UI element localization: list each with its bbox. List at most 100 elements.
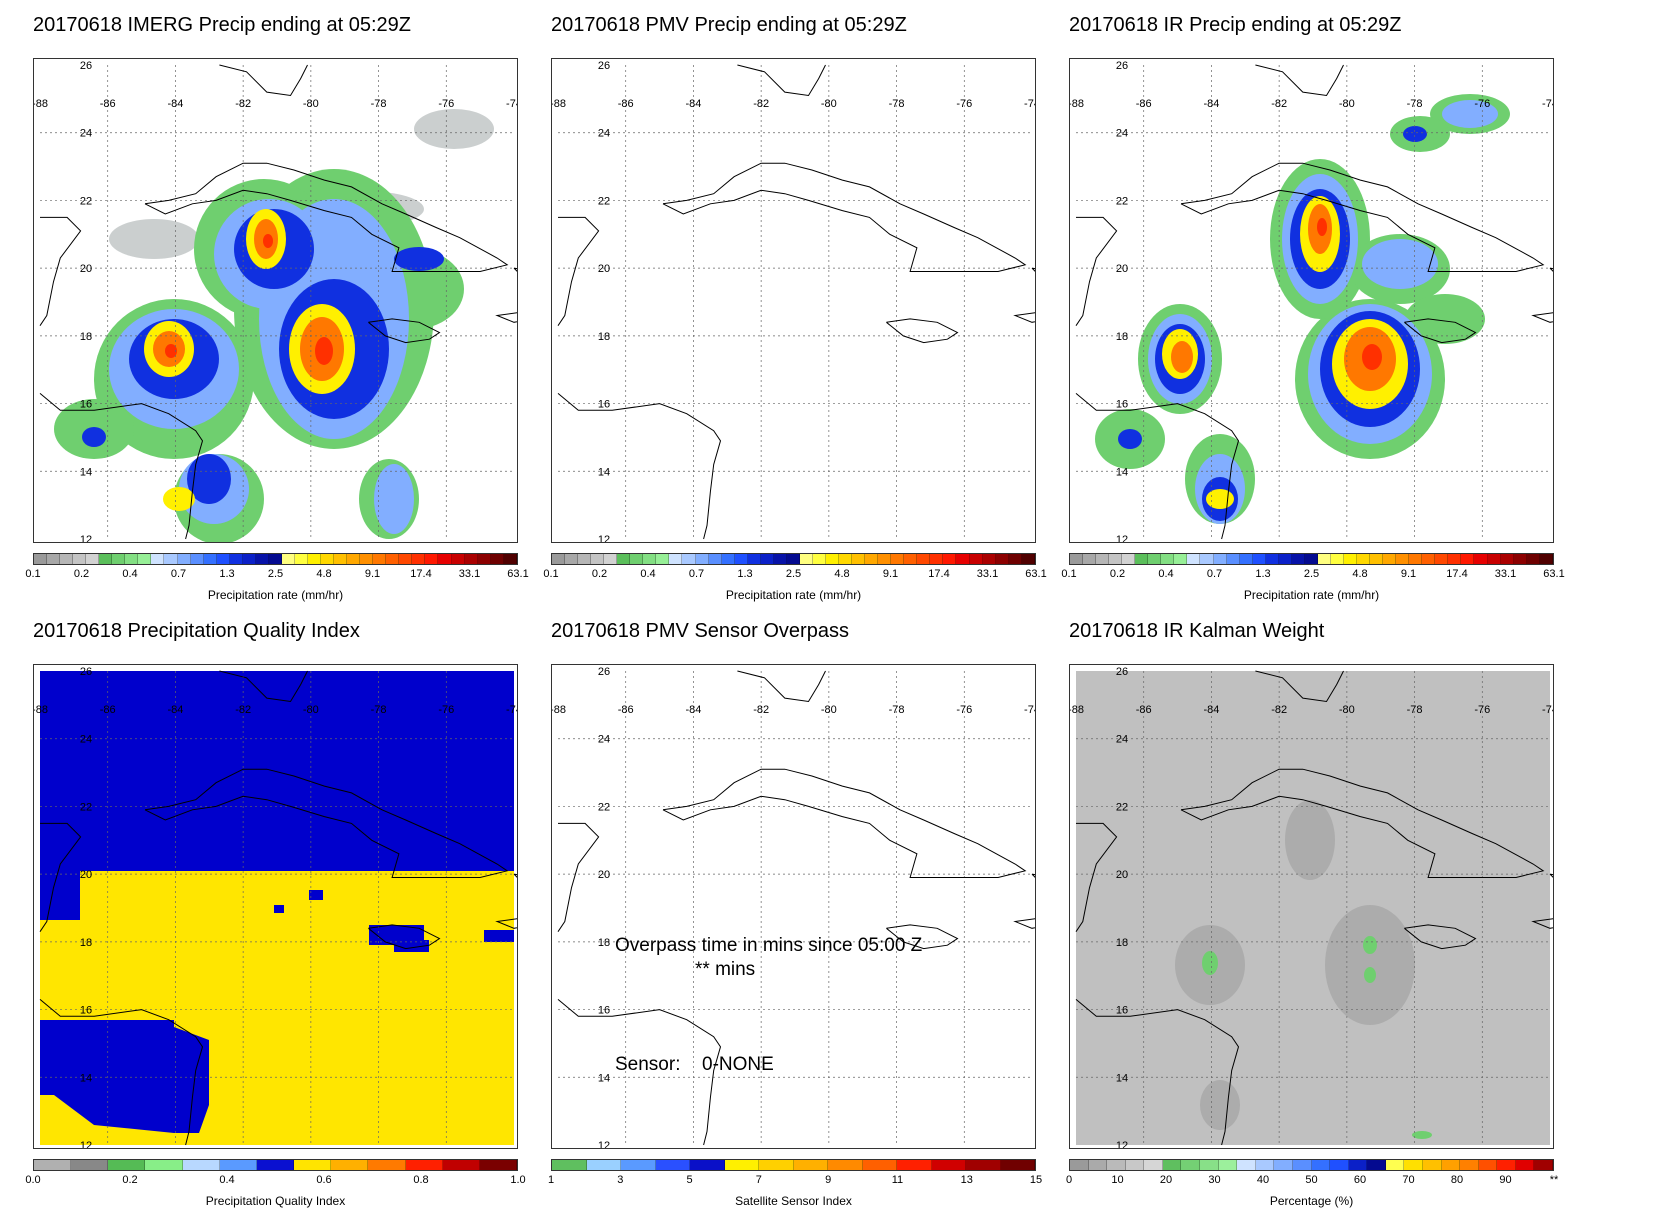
colorbar-swatch [1330,1160,1349,1170]
longitude-label: -74 [1024,98,1036,110]
colorbar-tick-label: 0.7 [688,568,705,580]
colorbar-swatch [347,554,361,564]
latitude-label: 26 [1116,666,1128,678]
panel-quality-index: 20170618 Precipitation Quality Index -88… [0,606,551,1212]
latitude-label: 12 [598,1140,610,1149]
colorbar-label: Precipitation rate (mm/hr) [207,588,344,602]
colorbar-tick-label: 0.4 [219,1174,235,1186]
longitude-label: -82 [1271,704,1287,716]
colorbar-swatch [334,554,348,564]
coastline [39,216,82,326]
colorbar-swatch [793,1160,828,1170]
longitude-label: -86 [1136,704,1152,716]
longitude-label: -82 [753,704,769,716]
colorbar-swatch [878,554,892,564]
colorbar-tick-label: 0 [1065,1174,1073,1186]
panel-title: 20170618 PMV Precip ending at 05:29Z [551,14,907,36]
colorbar-swatch [281,554,295,564]
colorbar-swatch [307,554,322,564]
colorbar-label: Precipitation Quality Index [205,1194,346,1208]
colorbar-ticks: 0.1 0.2 0.4 0.7 1.3 2.5 4.8 9.1 17.4 33.1 63.1 [25,568,528,582]
latitude-label: 14 [1116,466,1128,478]
colorbar-tick-label: 50 [1305,1174,1318,1186]
colorbar-swatch [294,554,308,564]
latitude-label: 12 [80,534,92,543]
coastline [1531,873,1553,929]
map-overlay: -88 -86 -84 -82 -80 -78 -76 -74 26 24 22 20 18 16 14 12 [34,60,517,543]
panel-sensor-overpass: 20170618 PMV Sensor Overpass -88-86-84-8… [518,606,1069,1212]
colorbar-tick-label: 70 [1402,1174,1415,1186]
overpass-text: Overpass time in mins since 05:00 Z [615,935,923,956]
longitude-label: -78 [889,704,905,716]
panel-title: 20170618 IR Kalman Weight [1069,620,1325,642]
longitude-label: -88 [1070,704,1084,716]
colorbar-swatch [1478,1160,1498,1170]
longitude-label: -80 [821,98,837,110]
colorbar-swatch [1162,1160,1182,1170]
colorbar-ticks: 0.0 0.2 0.4 0.6 0.8 1.0 [25,1174,525,1188]
latitude-label: 14 [80,1072,92,1084]
coastline [1531,267,1553,323]
colorbar-swatch [256,1160,295,1170]
colorbar-swatch [1448,554,1462,564]
colorbar-swatch [203,554,217,564]
colorbar [1069,553,1554,565]
colorbar-swatch [1317,554,1331,564]
latitude-label: 18 [598,937,610,949]
colorbar-swatch [1304,554,1318,564]
colorbar-swatch [891,554,905,564]
panel-title: 20170618 Precipitation Quality Index [33,620,360,642]
colorbar-swatch [643,554,657,564]
longitude-label: -84 [167,98,183,110]
colorbar-swatch [1109,554,1123,564]
longitude-label: -76 [438,98,454,110]
colorbar-swatch [34,554,48,564]
colorbar-swatch [1487,554,1501,564]
colorbar-swatch [724,1160,759,1170]
colorbar-swatch [604,554,618,564]
colorbar-tick-label: 4.8 [1352,568,1368,580]
coastline [39,822,82,932]
coastline [1404,924,1477,950]
colorbar-swatch [966,1160,1001,1170]
coastline [39,393,204,540]
longitude-label: -76 [956,704,972,716]
colorbar-swatch [1515,1160,1535,1170]
colorbar-tick-label: 17.4 [1446,568,1468,580]
coastline [557,393,722,540]
colorbar-tick-label: 33.1 [458,568,481,580]
panel-title: 20170618 IR Precip ending at 05:29Z [1069,14,1402,36]
latitude-label: 22 [598,195,610,207]
colorbar-swatch [182,1160,220,1170]
colorbar-swatch [145,1160,183,1170]
coastline [737,670,826,703]
sensor-value: 0-NONE [702,1054,774,1075]
latitude-label: 12 [1116,1140,1128,1149]
colorbar-swatch [360,554,374,564]
longitude-label: -74 [1024,704,1036,716]
colorbar-swatch [1311,1160,1331,1170]
colorbar-swatch [630,554,644,564]
latitude-label: 24 [1116,128,1128,140]
coastline [219,670,308,703]
colorbar-tick-label: 0.6 [316,1174,332,1186]
colorbar-swatch [1200,1160,1219,1170]
colorbar [33,1159,518,1171]
colorbar-swatch [839,554,853,564]
colorbar-tick-label: 0.7 [170,568,187,580]
colorbar-swatch [773,554,787,564]
colorbar-swatch [479,1160,518,1170]
colorbar-swatch [1474,554,1488,564]
longitude-label: -74 [1542,98,1554,110]
colorbar-swatch [108,1160,146,1170]
colorbar-tick-label: 40 [1256,1174,1270,1186]
colorbar-tick-label: 10 [1111,1174,1124,1186]
colorbar-swatch [1534,1160,1554,1170]
colorbar-swatch [151,554,165,564]
colorbar-swatch [216,554,230,564]
colorbar-swatch [931,1160,966,1170]
colorbar-swatch [425,554,439,564]
colorbar-swatch [60,554,74,564]
colorbar-swatch [656,554,670,564]
colorbar-swatch [373,554,387,564]
